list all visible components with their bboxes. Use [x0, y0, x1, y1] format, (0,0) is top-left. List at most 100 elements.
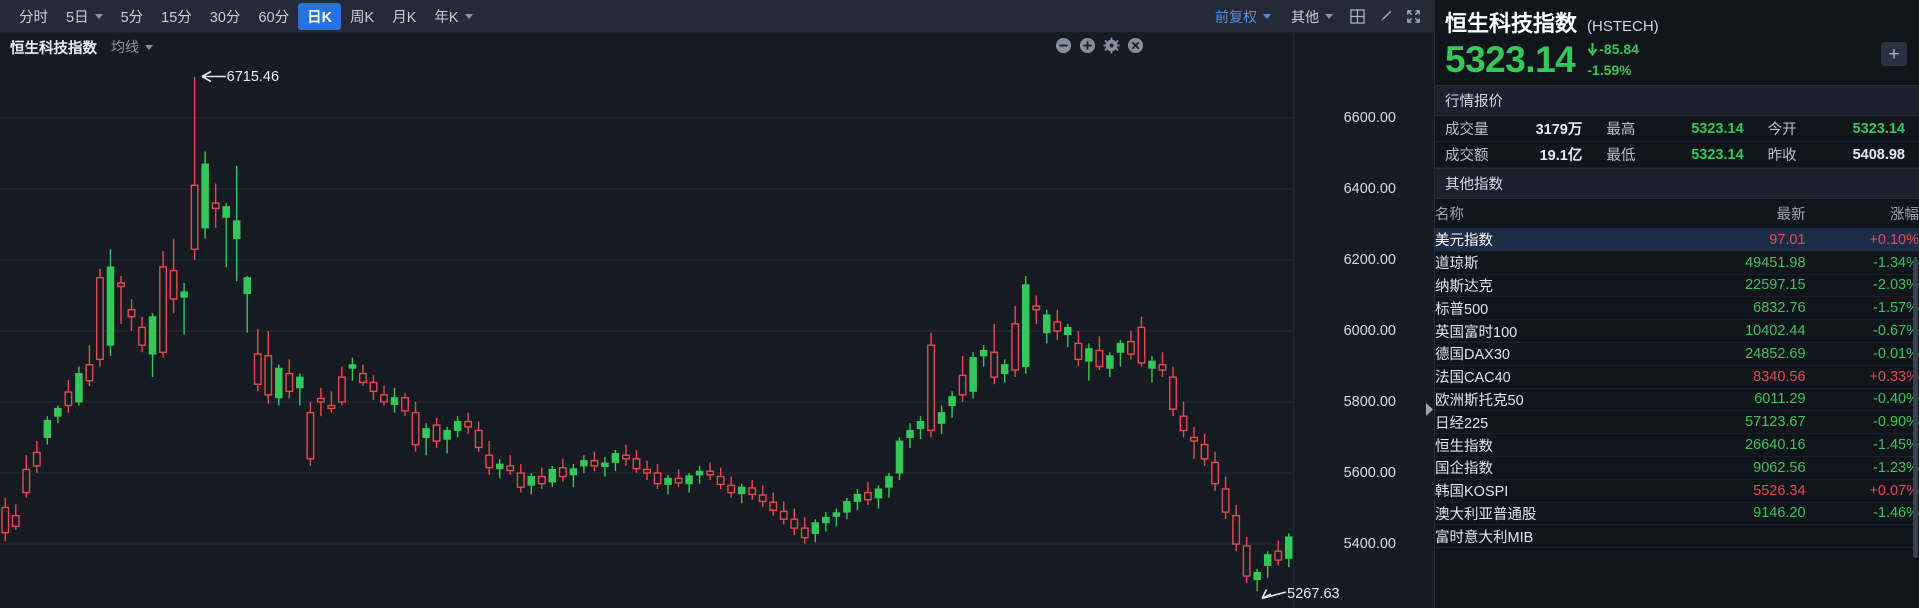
chart-controls — [1055, 37, 1144, 54]
zoom-out-icon[interactable] — [1055, 37, 1072, 54]
table-row[interactable]: 纳斯达克 22597.15 -2.03% — [1435, 274, 1919, 298]
period-7[interactable]: 周K — [341, 3, 383, 30]
candle — [558, 458, 567, 482]
settings-icon[interactable] — [1103, 37, 1120, 54]
candle — [159, 251, 168, 358]
candle — [601, 457, 609, 477]
table-row[interactable]: 日经225 57123.67 -0.90% — [1435, 410, 1919, 435]
period-6[interactable]: 日K — [298, 2, 342, 30]
table-row[interactable]: 国企指数 9062.56 -1.23% — [1435, 456, 1919, 480]
candle — [138, 316, 146, 353]
candle — [927, 332, 936, 438]
period-1[interactable]: 5日 — [57, 3, 112, 30]
candle — [1232, 504, 1241, 552]
candle — [190, 76, 199, 260]
y-tick-label: 5600.00 — [1343, 465, 1396, 482]
index-change: +0.07% — [1805, 479, 1919, 503]
index-name: 澳大利亚普通股 — [1435, 502, 1668, 526]
candle — [43, 416, 52, 445]
index-name: 道琼斯 — [1435, 251, 1668, 275]
add-to-watchlist-button[interactable]: + — [1881, 42, 1907, 66]
ma-dropdown[interactable]: 均线 — [111, 37, 153, 57]
metric-value: 3179万 — [1501, 116, 1597, 142]
column-header-0[interactable]: 名称 — [1435, 199, 1668, 229]
table-row[interactable]: 富时意大利MIB — [1435, 524, 1919, 549]
candle — [327, 391, 336, 413]
candlestick-plot[interactable] — [0, 61, 1434, 608]
quote-section-title: 行情报价 — [1435, 85, 1919, 116]
metric-value: 5408.98 — [1824, 141, 1919, 168]
index-last: 49451.98 — [1667, 251, 1806, 275]
index-last — [1667, 524, 1806, 549]
candle — [1095, 336, 1104, 371]
index-name: 恒生指数 — [1435, 433, 1668, 457]
table-row[interactable]: 澳大利亚普通股 9146.20 -1.46% — [1435, 502, 1919, 526]
candle — [843, 497, 851, 520]
table-row[interactable]: 道琼斯 49451.98 -1.34% — [1435, 251, 1919, 275]
fullscreen-icon[interactable] — [1400, 4, 1426, 30]
candle — [569, 464, 578, 488]
candle — [95, 268, 104, 367]
period-5[interactable]: 60分 — [249, 3, 298, 30]
chevron-down-icon — [1325, 14, 1333, 19]
table-row[interactable]: 法国CAC40 8340.56 +0.33% — [1435, 365, 1919, 389]
table-row[interactable]: 美元指数 97.01 +0.10% — [1435, 228, 1919, 252]
period-3[interactable]: 15分 — [152, 3, 201, 30]
index-change: -1.46% — [1805, 502, 1919, 526]
index-change: -1.57% — [1805, 296, 1919, 321]
period-2[interactable]: 5分 — [112, 3, 153, 30]
index-last: 5526.34 — [1667, 479, 1806, 503]
indices-scrollbar[interactable] — [1913, 258, 1918, 558]
table-row[interactable]: 欧洲斯托克50 6011.29 -0.40% — [1435, 388, 1919, 412]
candle — [906, 423, 914, 449]
table-row[interactable]: 恒生指数 26640.16 -1.45% — [1435, 433, 1919, 457]
period-0[interactable]: 分时 — [10, 3, 57, 30]
y-tick-label: 6200.00 — [1343, 251, 1396, 268]
index-last: 22597.15 — [1667, 274, 1806, 298]
table-row[interactable]: 英国富时100 10402.44 -0.67% — [1435, 319, 1919, 343]
candle — [275, 364, 283, 406]
chart-panel-divider — [1293, 33, 1294, 608]
column-header-1[interactable]: 最新 — [1667, 199, 1806, 229]
candle — [506, 455, 515, 475]
candle — [1263, 551, 1272, 578]
candle — [1221, 476, 1230, 520]
period-label: 5分 — [120, 9, 144, 26]
column-header-2[interactable]: 涨幅 — [1805, 199, 1919, 229]
indices-header-row: 名称 最新 涨幅 — [1435, 199, 1919, 229]
table-row[interactable]: 韩国KOSPI 5526.34 +0.07% — [1435, 479, 1919, 503]
other-dropdown[interactable]: 其他 — [1282, 4, 1342, 30]
zoom-in-icon[interactable] — [1079, 37, 1096, 54]
index-name: 标普500 — [1435, 296, 1668, 321]
table-row[interactable]: 德国DAX30 24852.69 -0.01% — [1435, 342, 1919, 366]
index-change: -0.01% — [1805, 342, 1919, 366]
index-name: 纳斯达克 — [1435, 274, 1668, 298]
price-change-absolute: -85.84 — [1587, 39, 1639, 60]
candle — [443, 426, 451, 454]
candle — [548, 465, 557, 488]
grid-icon[interactable] — [1344, 4, 1370, 30]
period-8[interactable]: 月K — [383, 3, 425, 30]
candle — [1179, 401, 1188, 438]
candle — [1137, 316, 1146, 367]
close-icon[interactable] — [1127, 37, 1144, 54]
candle — [75, 366, 83, 406]
adjust-dropdown[interactable]: 前复权 — [1206, 4, 1280, 30]
panel-collapse-arrow[interactable] — [1424, 392, 1434, 426]
metric-value: 5323.14 — [1824, 116, 1919, 142]
candle — [737, 483, 746, 504]
period-4[interactable]: 30分 — [201, 3, 250, 30]
other-label: 其他 — [1291, 8, 1319, 25]
brush-icon[interactable] — [1372, 4, 1398, 30]
period-9[interactable]: 年K — [425, 3, 481, 30]
candle — [369, 375, 378, 401]
candle — [643, 460, 651, 481]
candle — [1211, 451, 1220, 491]
candle — [169, 238, 178, 314]
candle — [832, 508, 841, 527]
table-row[interactable]: 标普500 6832.76 -1.57% — [1435, 296, 1919, 321]
candle — [296, 373, 304, 406]
candle — [1011, 306, 1020, 378]
index-section-title: 其他指数 — [1435, 168, 1919, 199]
candle — [148, 313, 157, 378]
